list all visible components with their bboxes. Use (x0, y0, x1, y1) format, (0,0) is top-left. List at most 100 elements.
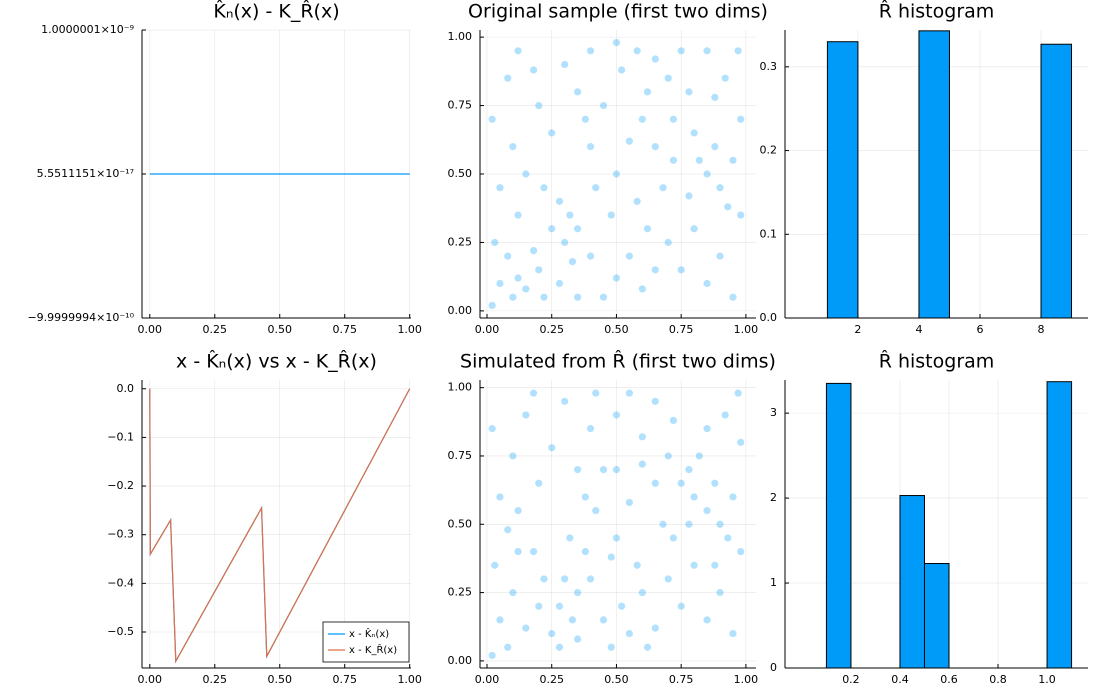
scatter-point (607, 211, 615, 219)
scatter-point (561, 575, 569, 583)
scatter-point (488, 651, 496, 660)
scatter-point (685, 192, 693, 200)
scatter-point (690, 493, 698, 501)
scatter-point (566, 211, 574, 219)
scatter-point (612, 466, 621, 474)
scatter-point (659, 520, 667, 528)
scatter-point (504, 526, 512, 534)
scatter-point (607, 643, 615, 651)
scatter-point (581, 115, 589, 123)
histogram-bar (826, 41, 859, 319)
x-tick-label: 0.50 (604, 673, 629, 686)
scatter-point (548, 225, 556, 233)
scatter-point (651, 397, 659, 405)
x-tick-label: 0.75 (332, 673, 357, 686)
scatter-point (535, 101, 543, 110)
scatter-point (574, 293, 582, 301)
scatter-point (716, 184, 724, 192)
y-tick-label: 0.25 (448, 586, 473, 599)
scatter-point (581, 493, 589, 501)
scatter-point (548, 444, 556, 452)
scatter-point (716, 588, 724, 597)
subplot: R̂ histogram 2 4 6 8 0.0 0.1 0.2 0.3 (760, 0, 1088, 336)
y-tick-label: 0.75 (448, 99, 473, 112)
scatter-point (522, 411, 530, 419)
scatter-point (643, 88, 652, 96)
x-tick-label: 6 (976, 323, 983, 336)
scatter-point (618, 602, 626, 610)
scatter-point (581, 547, 589, 556)
scatter-point (586, 47, 595, 55)
y-tick-label: −0.1 (107, 430, 134, 443)
x-tick-label: 0.25 (203, 673, 228, 686)
x-tick-label: 0.50 (267, 673, 292, 686)
scatter-point (638, 285, 646, 293)
scatter-point (685, 466, 693, 474)
scatter-point (592, 389, 600, 397)
x-tick-label: 8 (1038, 323, 1045, 336)
y-tick-label: 1.00 (448, 381, 473, 394)
scatter-point (669, 534, 678, 542)
scatter-point (491, 561, 499, 569)
scatter-point (574, 588, 582, 597)
scatter-point (669, 416, 678, 425)
y-tick-label: 1 (770, 576, 777, 589)
scatter-point (586, 252, 595, 260)
scatter-point (561, 60, 569, 69)
scatter-point (633, 561, 641, 569)
scatter-point (586, 143, 595, 151)
scatter-point (509, 293, 517, 301)
scatter-point (677, 602, 685, 610)
y-tick-label: −0.2 (107, 479, 134, 492)
subplot: Simulated from R̂ (first two dims)0.00 0.… (448, 350, 776, 686)
x-tick-label: 0.75 (669, 673, 694, 686)
scatter-point (555, 279, 564, 288)
y-tick-label: 0.3 (760, 60, 778, 73)
scatter-point (612, 274, 621, 282)
scatter-point (488, 115, 496, 123)
scatter-point (540, 575, 548, 583)
scatter-point (633, 197, 641, 205)
scatter-point (690, 129, 698, 137)
scatter-point (592, 184, 600, 192)
y-tick-label: 5.5511151×10⁻¹⁷ (37, 167, 134, 180)
subplot-title: R̂ histogram (879, 350, 995, 372)
scatter-point (703, 47, 711, 55)
scatter-point (607, 553, 615, 561)
subplot-title: x - K̂ₙ(x) vs x - K_R̂(x) (176, 350, 377, 372)
scatter-point (509, 143, 517, 151)
scatter-point (574, 466, 582, 474)
x-tick-label: 0.50 (267, 323, 292, 336)
scatter-point (599, 466, 608, 474)
x-tick-label: 0.00 (138, 673, 163, 686)
scatter-point (566, 534, 574, 542)
scatter-point (514, 547, 522, 556)
scatter-point (651, 266, 659, 274)
subplot: R̂ histogram 0.2 0.4 0.6 0.8 1.0 0 1 2 3 (770, 350, 1088, 686)
scatter-point (716, 252, 724, 260)
scatter-point (729, 493, 737, 501)
scatter-point (529, 547, 538, 556)
x-tick-label: 0.4 (891, 673, 909, 686)
scatter-point (612, 38, 621, 47)
x-tick-label: 0.2 (842, 673, 860, 686)
y-tick-label: 1.0000001×10⁻⁹ (41, 23, 134, 36)
scatter-point (669, 115, 678, 123)
scatter-point (625, 498, 633, 507)
scatter-point (529, 389, 538, 397)
subplot-title: Simulated from R̂ (first two dims) (460, 350, 776, 372)
scatter-point (734, 389, 742, 397)
scatter-point (548, 629, 556, 638)
scatter-point (522, 170, 530, 178)
x-tick-label: 0.75 (669, 323, 694, 336)
scatter-point (561, 238, 569, 247)
scatter-point (633, 47, 641, 55)
scatter-point (522, 624, 530, 632)
x-tick-label: 0.6 (940, 673, 958, 686)
scatter-point (711, 561, 719, 569)
scatter-point (724, 534, 732, 542)
y-tick-label: 0.00 (448, 304, 473, 317)
scatter-point (664, 452, 672, 460)
scatter-point (496, 493, 504, 501)
scatter-point (669, 156, 678, 164)
